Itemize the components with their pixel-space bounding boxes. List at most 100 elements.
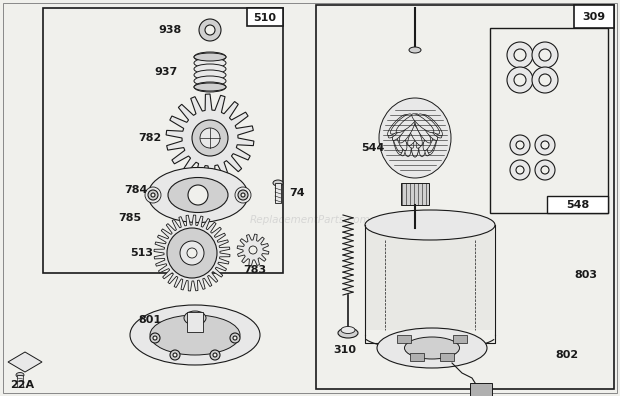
Ellipse shape bbox=[396, 114, 418, 133]
Ellipse shape bbox=[423, 124, 435, 150]
Circle shape bbox=[507, 42, 533, 68]
Circle shape bbox=[153, 336, 157, 340]
Circle shape bbox=[539, 74, 551, 86]
Bar bbox=[366, 230, 494, 330]
Circle shape bbox=[514, 74, 526, 86]
Ellipse shape bbox=[411, 129, 419, 157]
Circle shape bbox=[535, 160, 555, 180]
Circle shape bbox=[210, 350, 220, 360]
Ellipse shape bbox=[428, 127, 437, 154]
Ellipse shape bbox=[130, 305, 260, 365]
Ellipse shape bbox=[418, 129, 427, 157]
Circle shape bbox=[192, 120, 228, 156]
Circle shape bbox=[516, 141, 524, 149]
Ellipse shape bbox=[388, 116, 407, 138]
Ellipse shape bbox=[415, 118, 431, 143]
Text: 783: 783 bbox=[244, 265, 267, 275]
Text: 22A: 22A bbox=[10, 380, 34, 390]
Circle shape bbox=[145, 187, 161, 203]
Ellipse shape bbox=[416, 122, 430, 148]
Ellipse shape bbox=[184, 311, 206, 325]
Ellipse shape bbox=[168, 177, 228, 213]
Ellipse shape bbox=[399, 118, 415, 143]
Circle shape bbox=[187, 248, 197, 258]
Bar bbox=[470, 383, 492, 396]
Ellipse shape bbox=[423, 116, 442, 138]
Circle shape bbox=[213, 353, 217, 357]
Ellipse shape bbox=[427, 126, 438, 153]
Circle shape bbox=[507, 67, 533, 93]
Circle shape bbox=[167, 228, 217, 278]
Ellipse shape bbox=[388, 114, 407, 136]
Text: 802: 802 bbox=[555, 350, 578, 360]
Circle shape bbox=[233, 336, 237, 340]
Bar bbox=[17, 375, 23, 387]
Text: 803: 803 bbox=[574, 270, 597, 280]
Bar bbox=[410, 353, 424, 361]
Text: 513: 513 bbox=[130, 248, 154, 258]
Bar bbox=[43, 8, 283, 273]
Bar bbox=[574, 5, 614, 28]
Bar bbox=[490, 28, 608, 213]
Ellipse shape bbox=[408, 120, 422, 146]
Circle shape bbox=[151, 193, 155, 197]
Text: 782: 782 bbox=[138, 133, 162, 143]
Ellipse shape bbox=[338, 328, 358, 338]
Ellipse shape bbox=[411, 129, 419, 157]
Text: 548: 548 bbox=[567, 200, 590, 210]
Circle shape bbox=[241, 193, 245, 197]
Text: 938: 938 bbox=[158, 25, 182, 35]
Circle shape bbox=[541, 166, 549, 174]
Circle shape bbox=[230, 333, 240, 343]
Ellipse shape bbox=[392, 117, 410, 141]
Ellipse shape bbox=[423, 114, 443, 136]
Text: 801: 801 bbox=[138, 315, 162, 325]
Circle shape bbox=[150, 333, 160, 343]
Ellipse shape bbox=[392, 127, 402, 154]
Circle shape bbox=[516, 166, 524, 174]
Ellipse shape bbox=[194, 76, 226, 86]
Circle shape bbox=[541, 141, 549, 149]
Text: 785: 785 bbox=[118, 213, 141, 223]
Text: 74: 74 bbox=[289, 188, 304, 198]
Bar bbox=[401, 183, 429, 205]
Circle shape bbox=[205, 25, 215, 35]
Ellipse shape bbox=[412, 114, 434, 133]
Bar bbox=[247, 8, 283, 26]
Ellipse shape bbox=[403, 129, 411, 157]
Text: 937: 937 bbox=[154, 67, 177, 77]
Text: 310: 310 bbox=[334, 345, 356, 355]
Ellipse shape bbox=[194, 53, 226, 61]
Circle shape bbox=[188, 185, 208, 205]
Text: 309: 309 bbox=[582, 12, 606, 22]
Ellipse shape bbox=[392, 126, 403, 153]
Circle shape bbox=[532, 42, 558, 68]
Ellipse shape bbox=[420, 117, 438, 141]
Circle shape bbox=[235, 187, 251, 203]
Ellipse shape bbox=[148, 168, 248, 223]
Ellipse shape bbox=[194, 52, 226, 62]
Ellipse shape bbox=[404, 337, 459, 359]
Ellipse shape bbox=[377, 328, 487, 368]
Circle shape bbox=[173, 353, 177, 357]
Circle shape bbox=[200, 128, 220, 148]
Text: 510: 510 bbox=[254, 13, 277, 23]
Text: ReplacementParts.com: ReplacementParts.com bbox=[250, 215, 370, 225]
Ellipse shape bbox=[194, 70, 226, 80]
Circle shape bbox=[510, 135, 530, 155]
Ellipse shape bbox=[150, 315, 240, 355]
Circle shape bbox=[199, 19, 221, 41]
Circle shape bbox=[249, 246, 257, 254]
Circle shape bbox=[170, 350, 180, 360]
Ellipse shape bbox=[379, 98, 451, 178]
Ellipse shape bbox=[194, 83, 226, 91]
Bar bbox=[440, 353, 454, 361]
Ellipse shape bbox=[365, 210, 495, 240]
Circle shape bbox=[238, 190, 248, 200]
Text: 544: 544 bbox=[361, 143, 384, 153]
Ellipse shape bbox=[194, 64, 226, 74]
Circle shape bbox=[180, 241, 204, 265]
Circle shape bbox=[510, 160, 530, 180]
Ellipse shape bbox=[425, 128, 433, 156]
Circle shape bbox=[535, 135, 555, 155]
